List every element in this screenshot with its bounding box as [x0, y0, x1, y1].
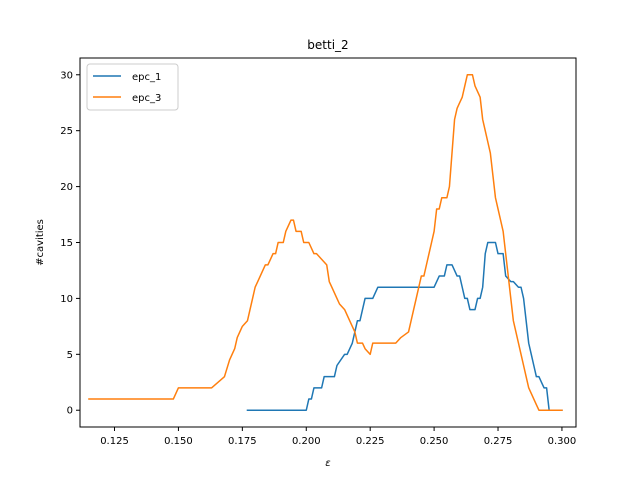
y-axis-label: #cavities — [35, 219, 46, 266]
x-tick-label: 0.250 — [420, 436, 449, 447]
chart-title: betti_2 — [307, 38, 348, 52]
series-line-epc-3 — [88, 74, 563, 411]
x-tick-label: 0.300 — [548, 436, 577, 447]
y-tick-label: 25 — [60, 126, 73, 137]
y-tick-label: 5 — [67, 350, 73, 361]
x-tick-label: 0.200 — [292, 436, 321, 447]
series-layer — [88, 74, 563, 411]
legend-label-epc-3: epc_3 — [132, 93, 161, 104]
series-line-epc-1 — [246, 241, 563, 411]
x-tick-label: 0.225 — [356, 436, 385, 447]
y-tick-label: 10 — [60, 294, 73, 305]
y-tick-label: 30 — [60, 70, 73, 81]
x-tick-label: 0.150 — [164, 436, 193, 447]
y-tick-label: 15 — [60, 238, 73, 249]
y-tick-label: 0 — [67, 406, 73, 417]
x-axis: 0.125 0.150 0.175 0.200 0.225 0.250 0.275 0.300 — [100, 427, 576, 447]
y-axis: 0 5 10 15 20 25 30 — [60, 70, 80, 417]
x-tick-label: 0.125 — [100, 436, 129, 447]
legend: epc_1 epc_3 — [86, 63, 179, 111]
x-tick-label: 0.175 — [228, 436, 257, 447]
x-axis-label: ε — [325, 458, 331, 469]
y-tick-label: 20 — [60, 182, 73, 193]
legend-label-epc-1: epc_1 — [132, 72, 161, 83]
x-tick-label: 0.275 — [484, 436, 513, 447]
